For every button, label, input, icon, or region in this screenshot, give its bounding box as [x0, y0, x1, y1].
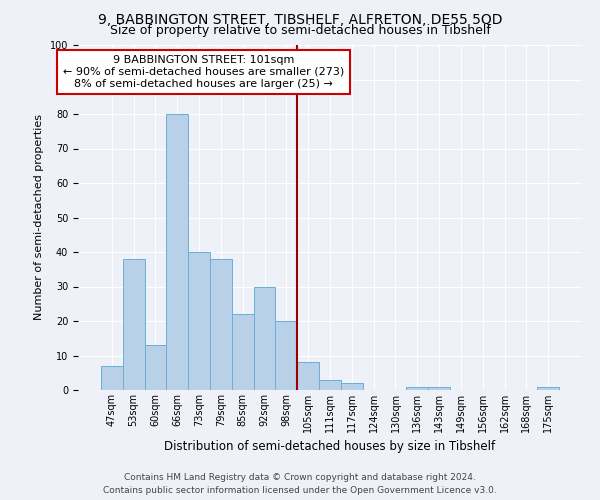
Text: 9, BABBINGTON STREET, TIBSHELF, ALFRETON, DE55 5QD: 9, BABBINGTON STREET, TIBSHELF, ALFRETON… — [98, 12, 502, 26]
Bar — [428, 386, 450, 390]
Text: 9 BABBINGTON STREET: 101sqm
← 90% of semi-detached houses are smaller (273)
8% o: 9 BABBINGTON STREET: 101sqm ← 90% of sem… — [63, 56, 344, 88]
Bar — [406, 386, 428, 390]
Bar — [145, 345, 166, 390]
Text: Size of property relative to semi-detached houses in Tibshelf: Size of property relative to semi-detach… — [110, 24, 490, 37]
X-axis label: Distribution of semi-detached houses by size in Tibshelf: Distribution of semi-detached houses by … — [164, 440, 496, 454]
Bar — [123, 259, 145, 390]
Y-axis label: Number of semi-detached properties: Number of semi-detached properties — [34, 114, 44, 320]
Bar — [319, 380, 341, 390]
Bar — [188, 252, 210, 390]
Bar — [210, 259, 232, 390]
Bar — [297, 362, 319, 390]
Bar — [101, 366, 123, 390]
Bar — [254, 286, 275, 390]
Bar — [341, 383, 363, 390]
Text: Contains HM Land Registry data © Crown copyright and database right 2024.
Contai: Contains HM Land Registry data © Crown c… — [103, 474, 497, 495]
Bar — [232, 314, 254, 390]
Bar — [166, 114, 188, 390]
Bar — [537, 386, 559, 390]
Bar — [275, 321, 297, 390]
